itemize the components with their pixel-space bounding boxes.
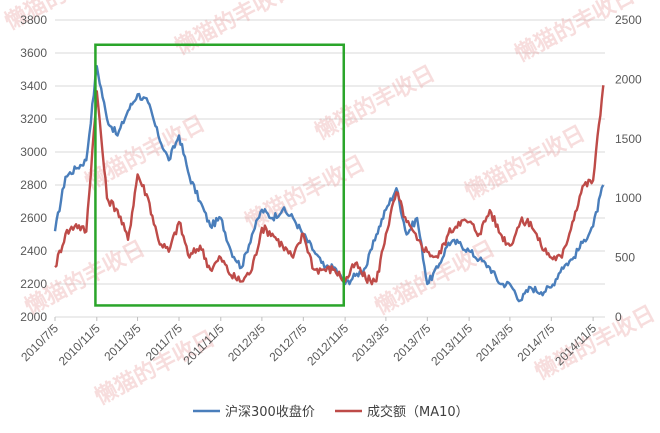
legend: 沪深300收盘价 成交额（MA10） [193,404,469,420]
x-tick-label: 2012/3/5 [225,321,268,364]
x-tick-label: 2012/11/5 [304,321,351,368]
x-tick-label: 2012/7/5 [267,321,310,364]
watermark-text: 懒猫的丰收日 [511,0,640,67]
y-left-tick-label: 3800 [20,13,47,27]
y-left-tick-label: 2000 [20,310,47,324]
y-right-tick-label: 1500 [615,132,642,146]
y-right-tick-label: 2500 [615,13,642,27]
y-left-tick-label: 2400 [20,244,47,258]
y-left-tick-label: 3400 [20,79,47,93]
x-tick-label: 2010/11/5 [56,321,103,368]
x-tick-label: 2014/3/5 [473,321,516,364]
y-right-axis: 0 500 1000 1500 2000 2500 [615,13,642,324]
watermark-text: 懒猫的丰收日 [241,150,370,235]
x-tick-label: 2013/7/5 [391,321,434,364]
watermark-text: 懒猫的丰收日 [461,120,590,205]
y-right-tick-label: 500 [615,251,635,265]
watermark-text: 懒猫的丰收日 [171,0,300,60]
y-left-tick-label: 2200 [20,277,47,291]
watermark-text: 懒猫的丰收日 [531,300,660,385]
y-left-tick-label: 2800 [20,178,47,192]
legend-label-close: 沪深300收盘价 [225,404,315,420]
y-right-tick-label: 1000 [615,191,642,205]
series-layer [53,65,605,303]
watermark-text: 懒猫的丰收日 [371,235,500,320]
highlight-box [94,43,346,307]
x-tick-label: 2013/11/5 [428,321,475,368]
x-tick-label: 2010/7/5 [18,321,61,364]
x-tick-label: 2013/3/5 [349,321,392,364]
watermark-text: 懒猫的丰收日 [311,60,440,145]
y-left-tick-label: 3000 [20,145,47,159]
y-left-tick-label: 3600 [20,46,47,60]
grid-lines [55,19,605,318]
y-left-axis: 2000 2200 2400 2600 2800 3000 3200 3400 3600 3800 [20,13,47,324]
x-tick-label: 2011/3/5 [101,321,144,364]
y-right-tick-label: 2000 [615,72,642,86]
series-line-volume [54,85,605,286]
y-left-tick-label: 3200 [20,112,47,126]
legend-label-volume: 成交额（MA10） [367,404,469,420]
y-right-tick-label: 0 [615,310,622,324]
y-left-tick-label: 2600 [20,211,47,225]
